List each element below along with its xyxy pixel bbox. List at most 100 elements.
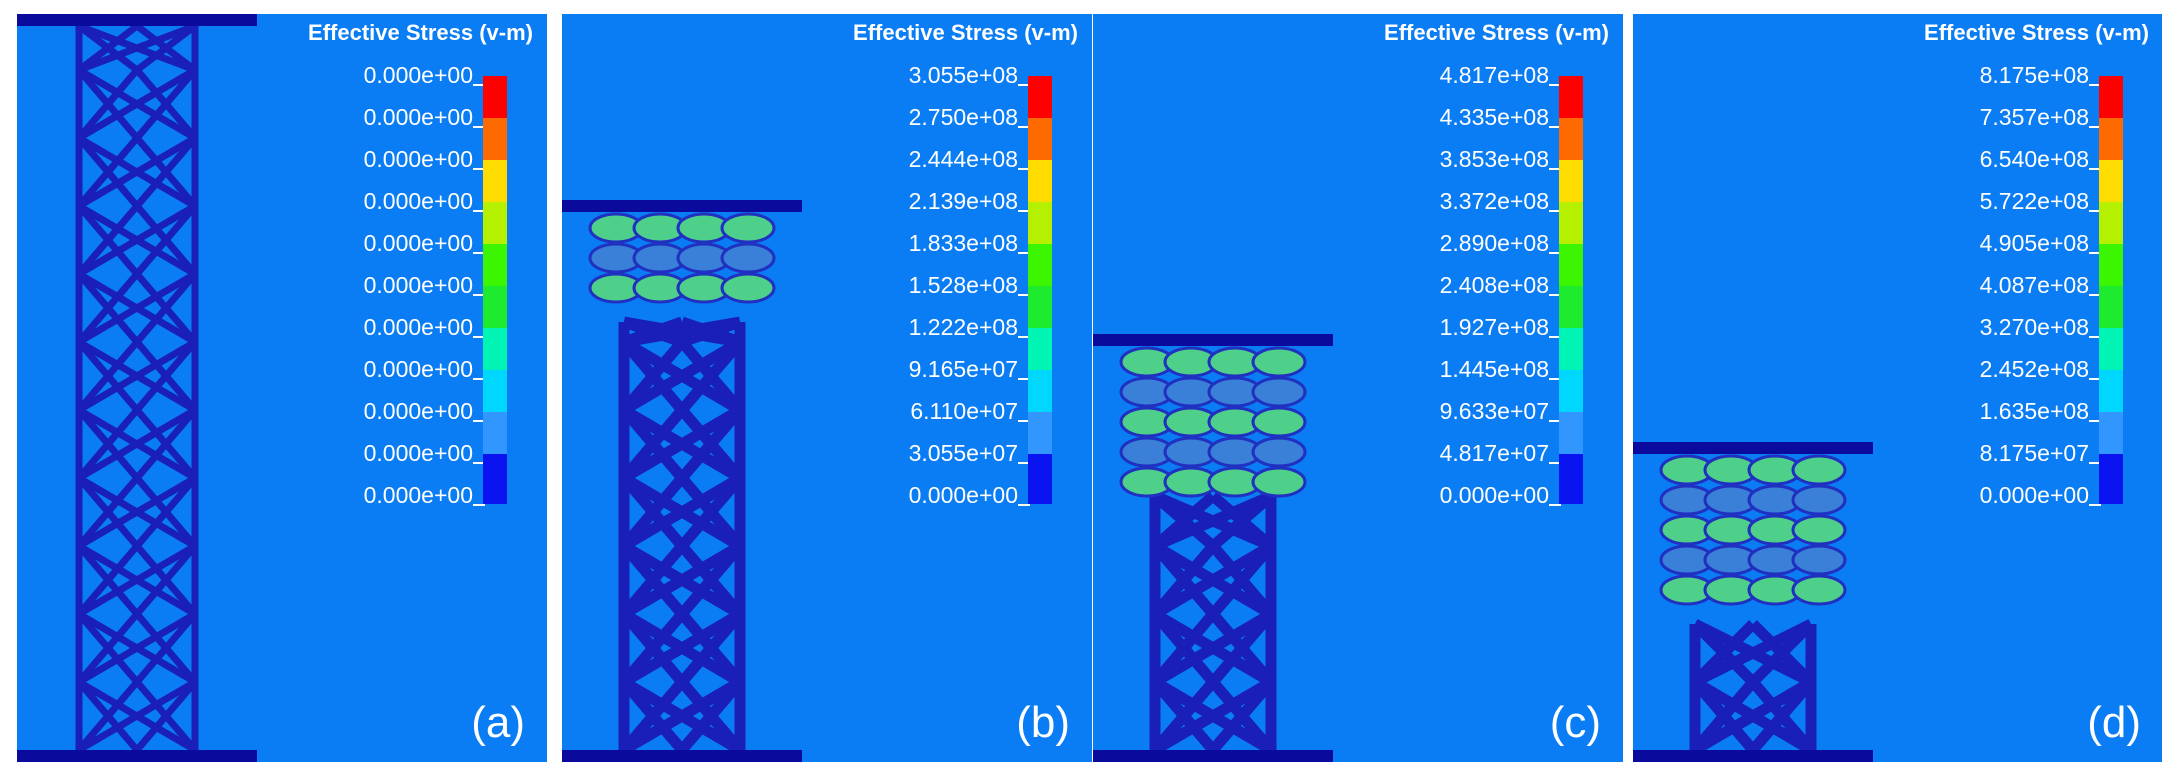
legend-tick <box>1549 462 1561 464</box>
strut <box>77 270 197 346</box>
color-legend: 3.055e+08 2.750e+08 2.444e+08 2.139e+08 1.83… <box>766 62 1066 542</box>
legend-tick <box>473 504 485 506</box>
strut <box>1152 490 1274 552</box>
panel-label: (c) <box>1549 698 1601 747</box>
strut <box>621 677 743 755</box>
crushed-cell <box>720 242 776 274</box>
strut <box>621 541 743 619</box>
legend-value: 2.139e+08 <box>908 188 1018 214</box>
legend-value: 4.817e+07 <box>1439 440 1549 466</box>
strut <box>677 338 745 414</box>
strut <box>1151 491 1217 551</box>
legend-tick <box>2089 504 2101 506</box>
crushed-cell <box>1251 436 1307 468</box>
legend-value: 1.528e+08 <box>908 272 1018 298</box>
strut <box>134 203 198 277</box>
colorbar-band <box>483 370 507 412</box>
colorbar-band <box>1559 454 1583 504</box>
legend-value: 2.444e+08 <box>908 146 1018 172</box>
crushed-cell <box>1251 376 1307 408</box>
legend-tick <box>1549 294 1561 296</box>
legend-tick <box>2089 126 2101 128</box>
strut <box>77 474 197 550</box>
colorbar-band <box>1559 328 1583 370</box>
legend-value: 9.633e+07 <box>1439 398 1549 424</box>
colorbar-band <box>2099 370 2123 412</box>
strut <box>76 611 140 685</box>
simulation-panel-a: Effective Stress (v-m) 0.000e+00 0.000e+00… <box>17 14 547 762</box>
colorbar-band <box>483 202 507 244</box>
legend-tick <box>1018 126 1030 128</box>
strut <box>621 405 743 483</box>
strut <box>1152 609 1274 687</box>
strut <box>1209 491 1275 551</box>
legend-title: Effective Stress (v-m) <box>1384 20 1609 45</box>
legend-value: 1.445e+08 <box>1439 356 1549 382</box>
simulation-panel-b: Effective Stress (v-m) 3.055e+08 2.750e+08… <box>562 14 1092 762</box>
legend-value: 5.722e+08 <box>1979 188 2089 214</box>
legend-value: 3.372e+08 <box>1439 188 1549 214</box>
legend-tick <box>1549 252 1561 254</box>
colorbar-band <box>483 286 507 328</box>
legend-tick <box>2089 294 2101 296</box>
legend-tick <box>473 126 485 128</box>
legend-tick <box>2089 84 2101 86</box>
colorbar-band <box>2099 244 2123 286</box>
strut <box>1208 610 1276 686</box>
colorbar-band <box>2099 286 2123 328</box>
colorbar <box>2099 76 2123 504</box>
panel-label: (b) <box>1016 698 1070 747</box>
legend-tick <box>1018 84 1030 86</box>
colorbar-band <box>483 160 507 202</box>
crushed-cell <box>1791 574 1847 606</box>
crushed-cell <box>1251 466 1307 498</box>
legend-value: 1.222e+08 <box>908 314 1018 340</box>
strut <box>77 66 197 142</box>
legend-value: 6.110e+07 <box>910 398 1018 424</box>
legend-tick <box>1018 378 1030 380</box>
legend-tick <box>2089 420 2101 422</box>
legend-tick <box>473 210 485 212</box>
colorbar-band <box>483 328 507 370</box>
strut <box>621 473 743 551</box>
strut <box>621 337 743 415</box>
legend-value: 6.540e+08 <box>1979 146 2089 172</box>
legend-title: Effective Stress (v-m) <box>853 20 1078 45</box>
legend-tick <box>1018 420 1030 422</box>
strut <box>619 542 687 618</box>
strut <box>76 339 140 413</box>
strut <box>622 316 684 348</box>
lattice-structure <box>1633 442 1873 762</box>
strut <box>77 134 197 210</box>
crushed-cell <box>1791 484 1847 516</box>
strut <box>134 543 198 617</box>
colorbar <box>1559 76 1583 504</box>
legend-title: Effective Stress (v-m) <box>1924 20 2149 45</box>
legend-tick <box>1549 336 1561 338</box>
strut <box>76 23 140 73</box>
legend-value: 0.000e+00 <box>363 314 473 340</box>
colorbar-band <box>1028 286 1052 328</box>
colorbar-band <box>2099 328 2123 370</box>
strut <box>76 67 140 141</box>
legend-tick <box>473 168 485 170</box>
strut <box>76 271 140 345</box>
legend-value: 3.270e+08 <box>1979 314 2089 340</box>
strut <box>1208 678 1276 754</box>
strut <box>76 135 140 209</box>
colorbar-band <box>483 118 507 160</box>
legend-value: 7.357e+08 <box>1979 104 2089 130</box>
legend-value: 0.000e+00 <box>363 146 473 172</box>
colorbar-band <box>1559 202 1583 244</box>
legend-value: 2.750e+08 <box>908 104 1018 130</box>
colorbar <box>483 76 507 504</box>
bottom-plate <box>17 750 257 762</box>
legend-tick <box>1549 210 1561 212</box>
strut <box>134 679 198 753</box>
colorbar-band <box>2099 76 2123 118</box>
legend-tick <box>1549 420 1561 422</box>
legend-tick <box>1549 84 1561 86</box>
lattice-structure <box>1093 334 1333 762</box>
legend-value: 0.000e+00 <box>363 482 473 508</box>
strut <box>76 679 140 753</box>
